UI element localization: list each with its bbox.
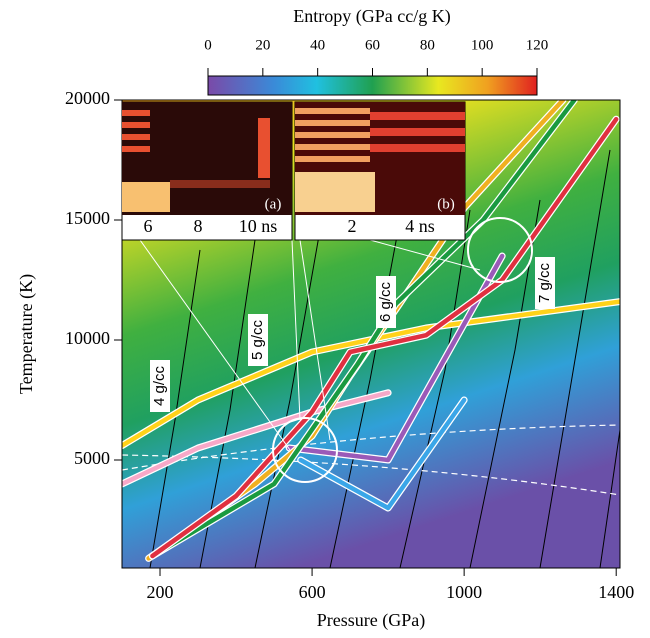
colorbar-tick-label: 20 <box>255 37 270 53</box>
y-tick-label: 10000 <box>65 328 110 348</box>
colorbar-tick-label: 40 <box>310 37 325 53</box>
x-tick-label: 600 <box>299 582 326 602</box>
phase-lines <box>122 424 620 496</box>
annotation: 5 g/cc <box>249 319 266 360</box>
colorbar-label: Entropy (GPa cc/g K) <box>293 6 450 27</box>
plot-frame <box>121 99 621 569</box>
zoom-lines <box>139 239 481 451</box>
series-line <box>122 390 391 487</box>
x-axis-label: Pressure (GPa) <box>317 610 425 631</box>
inset-tick-label: 6 <box>144 216 153 236</box>
inset-tick-label: 8 <box>194 216 203 236</box>
inset-tick-label: 4 ns <box>405 216 435 236</box>
colorbar-tick-label: 0 <box>204 37 212 53</box>
inset-label: (b) <box>437 196 455 212</box>
inset-b <box>294 101 466 241</box>
inset-a <box>121 101 293 241</box>
annotations: 4 g/cc 5 g/cc 6 g/cc 7 g/cc <box>150 257 555 412</box>
y-tick-label: 15000 <box>65 208 110 228</box>
colorbar-tick-label: 100 <box>471 37 494 53</box>
series-line <box>150 100 577 559</box>
x-tick-label: 1000 <box>446 582 482 602</box>
colorbar-tick-label: 120 <box>526 37 549 53</box>
series-line <box>298 397 467 511</box>
y-axis-label: Temperature (K) <box>16 274 37 394</box>
highlight-circle <box>467 217 533 283</box>
x-tick-label: 200 <box>147 582 174 602</box>
colorbar-tick-label: 80 <box>420 37 435 53</box>
annotation: 7 g/cc <box>536 262 553 303</box>
annotation: 4 g/cc <box>151 365 168 406</box>
y-tick-label: 20000 <box>65 88 110 108</box>
highlight-circle <box>272 417 338 483</box>
inset-tick-label: 10 ns <box>239 216 278 236</box>
colorbar-tick-label: 60 <box>365 37 380 53</box>
series-line <box>150 116 619 559</box>
series-line <box>122 299 620 448</box>
inset-tick-label: 2 <box>348 216 357 236</box>
y-tick-label: 5000 <box>74 448 110 468</box>
x-tick-label: 1400 <box>598 582 634 602</box>
colorbar <box>207 75 538 96</box>
series-line <box>287 253 505 463</box>
inset-label: (a) <box>265 196 282 212</box>
annotation: 6 g/cc <box>377 281 394 322</box>
